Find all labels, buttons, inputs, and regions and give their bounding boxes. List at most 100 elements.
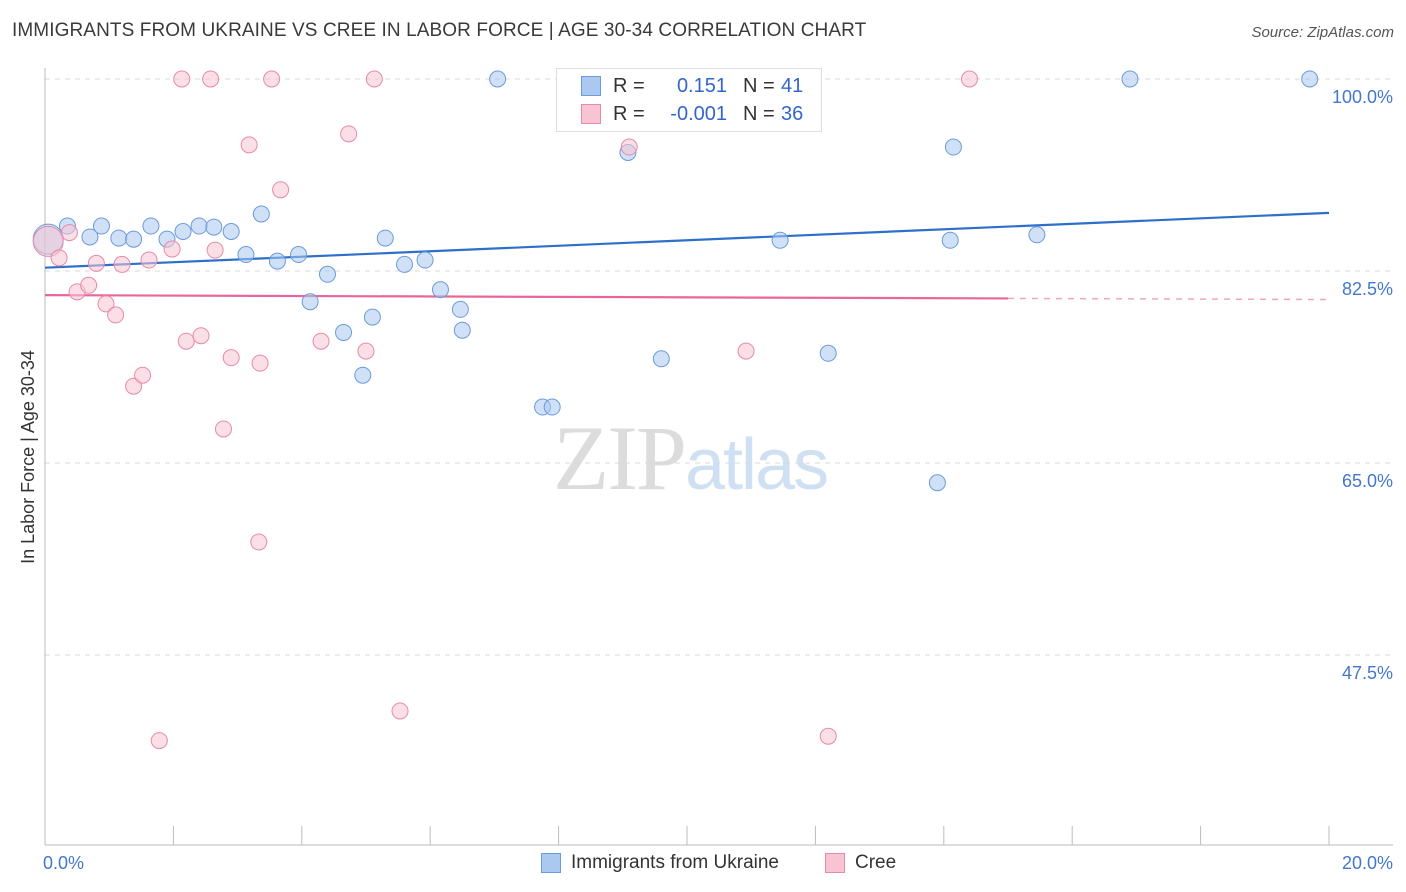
axes (44, 68, 1393, 846)
legend-item-cree: Cree (825, 852, 896, 874)
ukraine-point (290, 246, 308, 264)
cree-point (620, 138, 638, 156)
ukraine-point (819, 344, 837, 362)
legend-swatch-cree (581, 104, 601, 124)
cree-point (140, 251, 158, 269)
x-tick-label: 20.0% (1342, 853, 1393, 873)
cree-point (202, 70, 220, 88)
ukraine-point (396, 255, 414, 273)
ukraine-point (431, 281, 449, 299)
legend-swatch-cree (825, 853, 845, 873)
watermark: ZIPatlas (553, 405, 829, 511)
legend-row-ukraine: R = 0.151 N = 41 (581, 73, 803, 99)
chart-title: IMMIGRANTS FROM UKRAINE VS CREE IN LABOR… (12, 20, 867, 41)
cree-trend-extension (1007, 297, 1330, 301)
cree-point (107, 306, 125, 324)
cree-point (134, 366, 152, 384)
ukraine-point (354, 366, 372, 384)
cree-point (214, 420, 232, 438)
cree-point (177, 332, 195, 350)
legend-label-ukraine: Immigrants from Ukraine (571, 852, 779, 873)
y-axis-title: In Labor Force | Age 30-34 (18, 350, 38, 564)
cree-point (312, 332, 330, 350)
trend-lines (44, 211, 1330, 301)
ukraine-point (928, 474, 946, 492)
ukraine-point (205, 218, 223, 236)
cree-point (263, 70, 281, 88)
cree-point (391, 702, 409, 720)
cree-point (206, 241, 224, 259)
legend-r-label: R = (613, 102, 645, 125)
ukraine-point (174, 223, 192, 241)
ukraine-point (543, 398, 561, 416)
ukraine-point (941, 231, 959, 249)
data-points (32, 70, 1319, 750)
series-legend: Immigrants from Ukraine Cree (0, 852, 1406, 878)
ukraine-point (944, 138, 962, 156)
ukraine-point (318, 265, 336, 283)
cree-point (150, 732, 168, 750)
ukraine-point (1121, 70, 1139, 88)
cree-point (222, 349, 240, 367)
cree-point (87, 254, 105, 272)
y-tick-label: 47.5% (1342, 663, 1393, 683)
cree-point (357, 342, 375, 360)
cree-point (240, 136, 258, 154)
ukraine-point (142, 217, 160, 235)
cree-point (113, 255, 131, 273)
ukraine-point (363, 308, 381, 326)
ukraine-point (252, 205, 270, 223)
cree-point (737, 342, 755, 360)
tick-labels: 100.0% 82.5% 65.0% 47.5% 0.0% 20.0% In Labor F… (18, 87, 1393, 873)
legend-n-label: N = (743, 102, 775, 125)
ukraine-point (237, 246, 255, 264)
cree-point (173, 70, 191, 88)
cree-trend-line (44, 294, 1009, 300)
legend-r-value: 0.151 (676, 74, 727, 97)
ukraine-point (268, 252, 286, 270)
legend-r-value: -0.001 (670, 102, 727, 125)
y-tick-label: 65.0% (1342, 471, 1393, 491)
ukraine-point (335, 323, 353, 341)
grid-lines (45, 78, 1393, 656)
stats-legend: R = 0.151 N = 41 R = -0.001 N = 36 (556, 68, 822, 132)
ukraine-point (92, 217, 110, 235)
legend-n-value: 36 (781, 102, 804, 125)
watermark-zip: ZIP (553, 407, 687, 509)
ukraine-point (652, 350, 670, 368)
y-tick-label: 100.0% (1332, 87, 1393, 107)
legend-swatch-ukraine (541, 853, 561, 873)
ukraine-point (489, 70, 507, 88)
ukraine-point (453, 321, 471, 339)
ukraine-point (1028, 226, 1046, 244)
cree-point (960, 70, 978, 88)
ukraine-trend-line (44, 211, 1330, 269)
cree-point (50, 249, 68, 267)
cree-point (32, 225, 64, 257)
ukraine-point (301, 293, 319, 311)
legend-row-cree: R = -0.001 N = 36 (581, 101, 803, 127)
y-tick-label: 82.5% (1342, 279, 1393, 299)
cree-point (250, 533, 268, 551)
ukraine-point (1301, 70, 1319, 88)
cree-point (192, 327, 210, 345)
cree-point (365, 70, 383, 88)
ukraine-point (81, 228, 99, 246)
ukraine-point (190, 217, 208, 235)
legend-label-cree: Cree (855, 852, 897, 873)
legend-n-value: 41 (781, 74, 804, 97)
ukraine-point (771, 231, 789, 249)
cree-point (125, 377, 143, 395)
ukraine-point (222, 223, 240, 241)
cree-point (163, 240, 181, 258)
legend-n-label: N = (743, 74, 775, 97)
source-label: Source: ZipAtlas.com (1251, 24, 1394, 41)
cree-point (251, 354, 269, 372)
cree-point (272, 181, 290, 199)
ukraine-point (125, 230, 143, 248)
ukraine-point (451, 300, 469, 318)
cree-point (340, 125, 358, 143)
ukraine-point (376, 229, 394, 247)
cree-point (819, 727, 837, 745)
